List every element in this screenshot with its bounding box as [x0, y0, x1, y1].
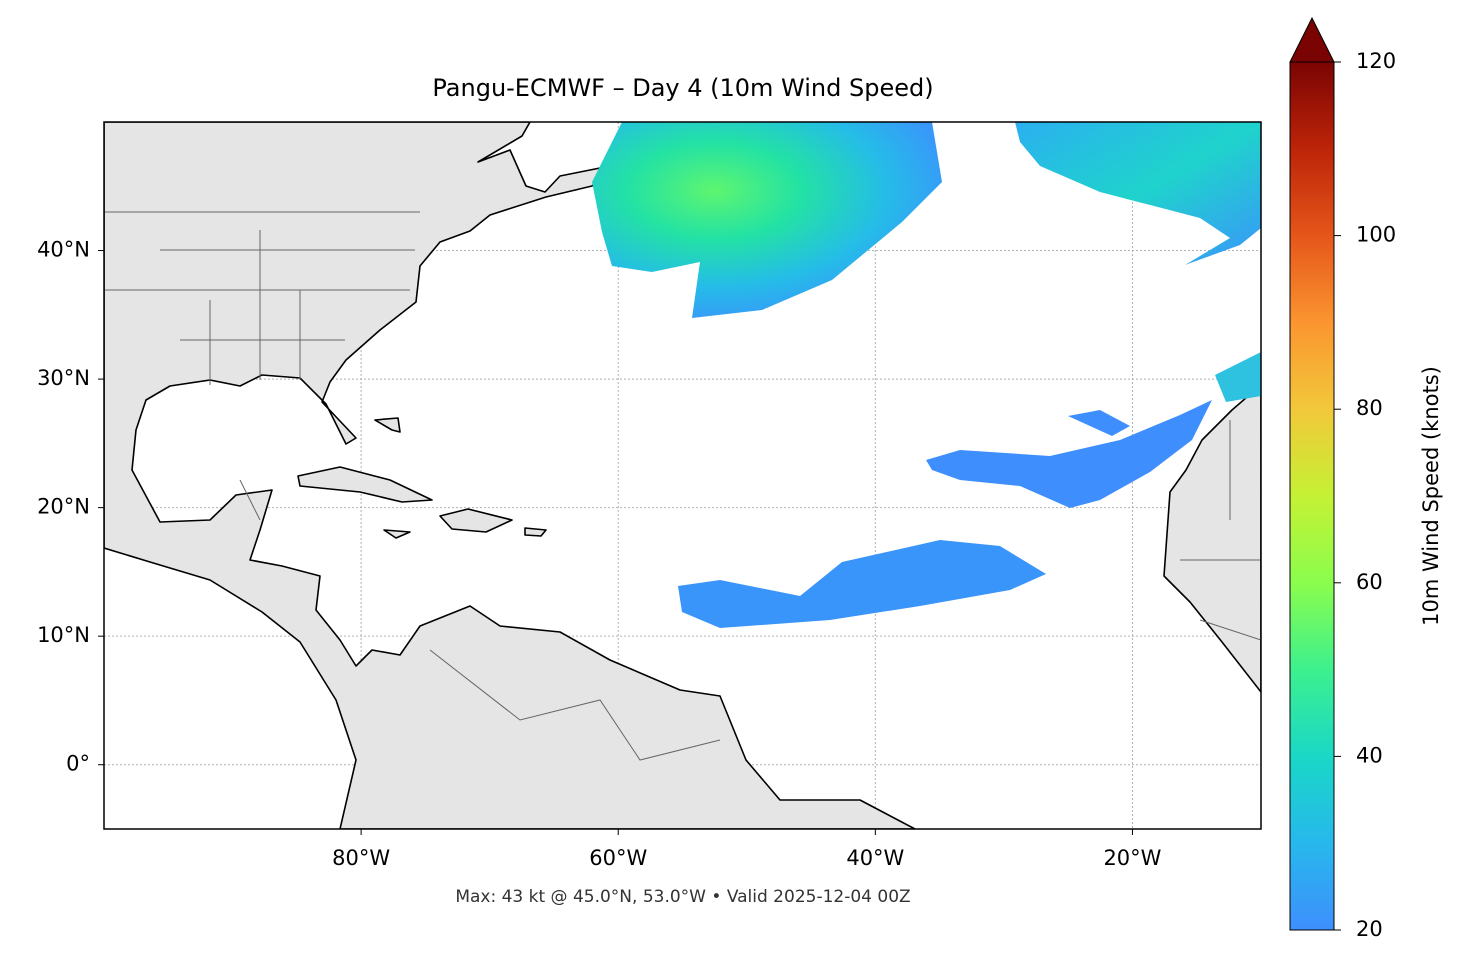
map-title: Pangu-ECMWF – Day 4 (10m Wind Speed) [432, 74, 933, 102]
jamaica [383, 529, 411, 539]
wind-area [1015, 122, 1261, 265]
y-tick-label: 30°N [37, 366, 90, 390]
map-area [104, 122, 1261, 829]
wind-area [678, 540, 1046, 628]
map-frame [103, 121, 1262, 830]
americas [104, 122, 916, 829]
cuba [297, 466, 433, 503]
colorbar-tick-label: 20 [1356, 917, 1383, 941]
x-tick-label: 40°W [846, 846, 904, 870]
wind-area [1215, 352, 1261, 402]
bahamas [374, 417, 401, 433]
colorbar-tick-label: 120 [1356, 49, 1396, 73]
wind-field [592, 122, 1261, 628]
colorbar-tick-label: 40 [1356, 743, 1383, 767]
y-tick-label: 20°N [37, 495, 90, 519]
annotation: Max: 43 kt @ 45.0°N, 53.0°W • Valid 2025… [455, 887, 910, 907]
borders [104, 211, 1261, 761]
wind-area [926, 400, 1212, 508]
colorbar-tick-label: 80 [1356, 396, 1383, 420]
x-tick-label: 80°W [332, 846, 390, 870]
colorbar-extend [1289, 16, 1335, 63]
y-tick-label: 0° [66, 752, 90, 776]
colorbar-label: 10m Wind Speed (knots) [1419, 366, 1443, 626]
y-tick-label: 40°N [37, 238, 90, 262]
wind-area [592, 122, 942, 318]
colorbar-tick-label: 60 [1356, 570, 1383, 594]
colorbar [1289, 61, 1335, 931]
x-tick-label: 20°W [1103, 846, 1161, 870]
africa [1163, 384, 1261, 693]
puerto-rico [524, 527, 547, 537]
y-tick-label: 10°N [37, 623, 90, 647]
colorbar-tick-label: 100 [1356, 223, 1396, 247]
hispaniola [439, 508, 513, 533]
wind-area [1068, 410, 1130, 436]
x-tick-label: 60°W [589, 846, 647, 870]
